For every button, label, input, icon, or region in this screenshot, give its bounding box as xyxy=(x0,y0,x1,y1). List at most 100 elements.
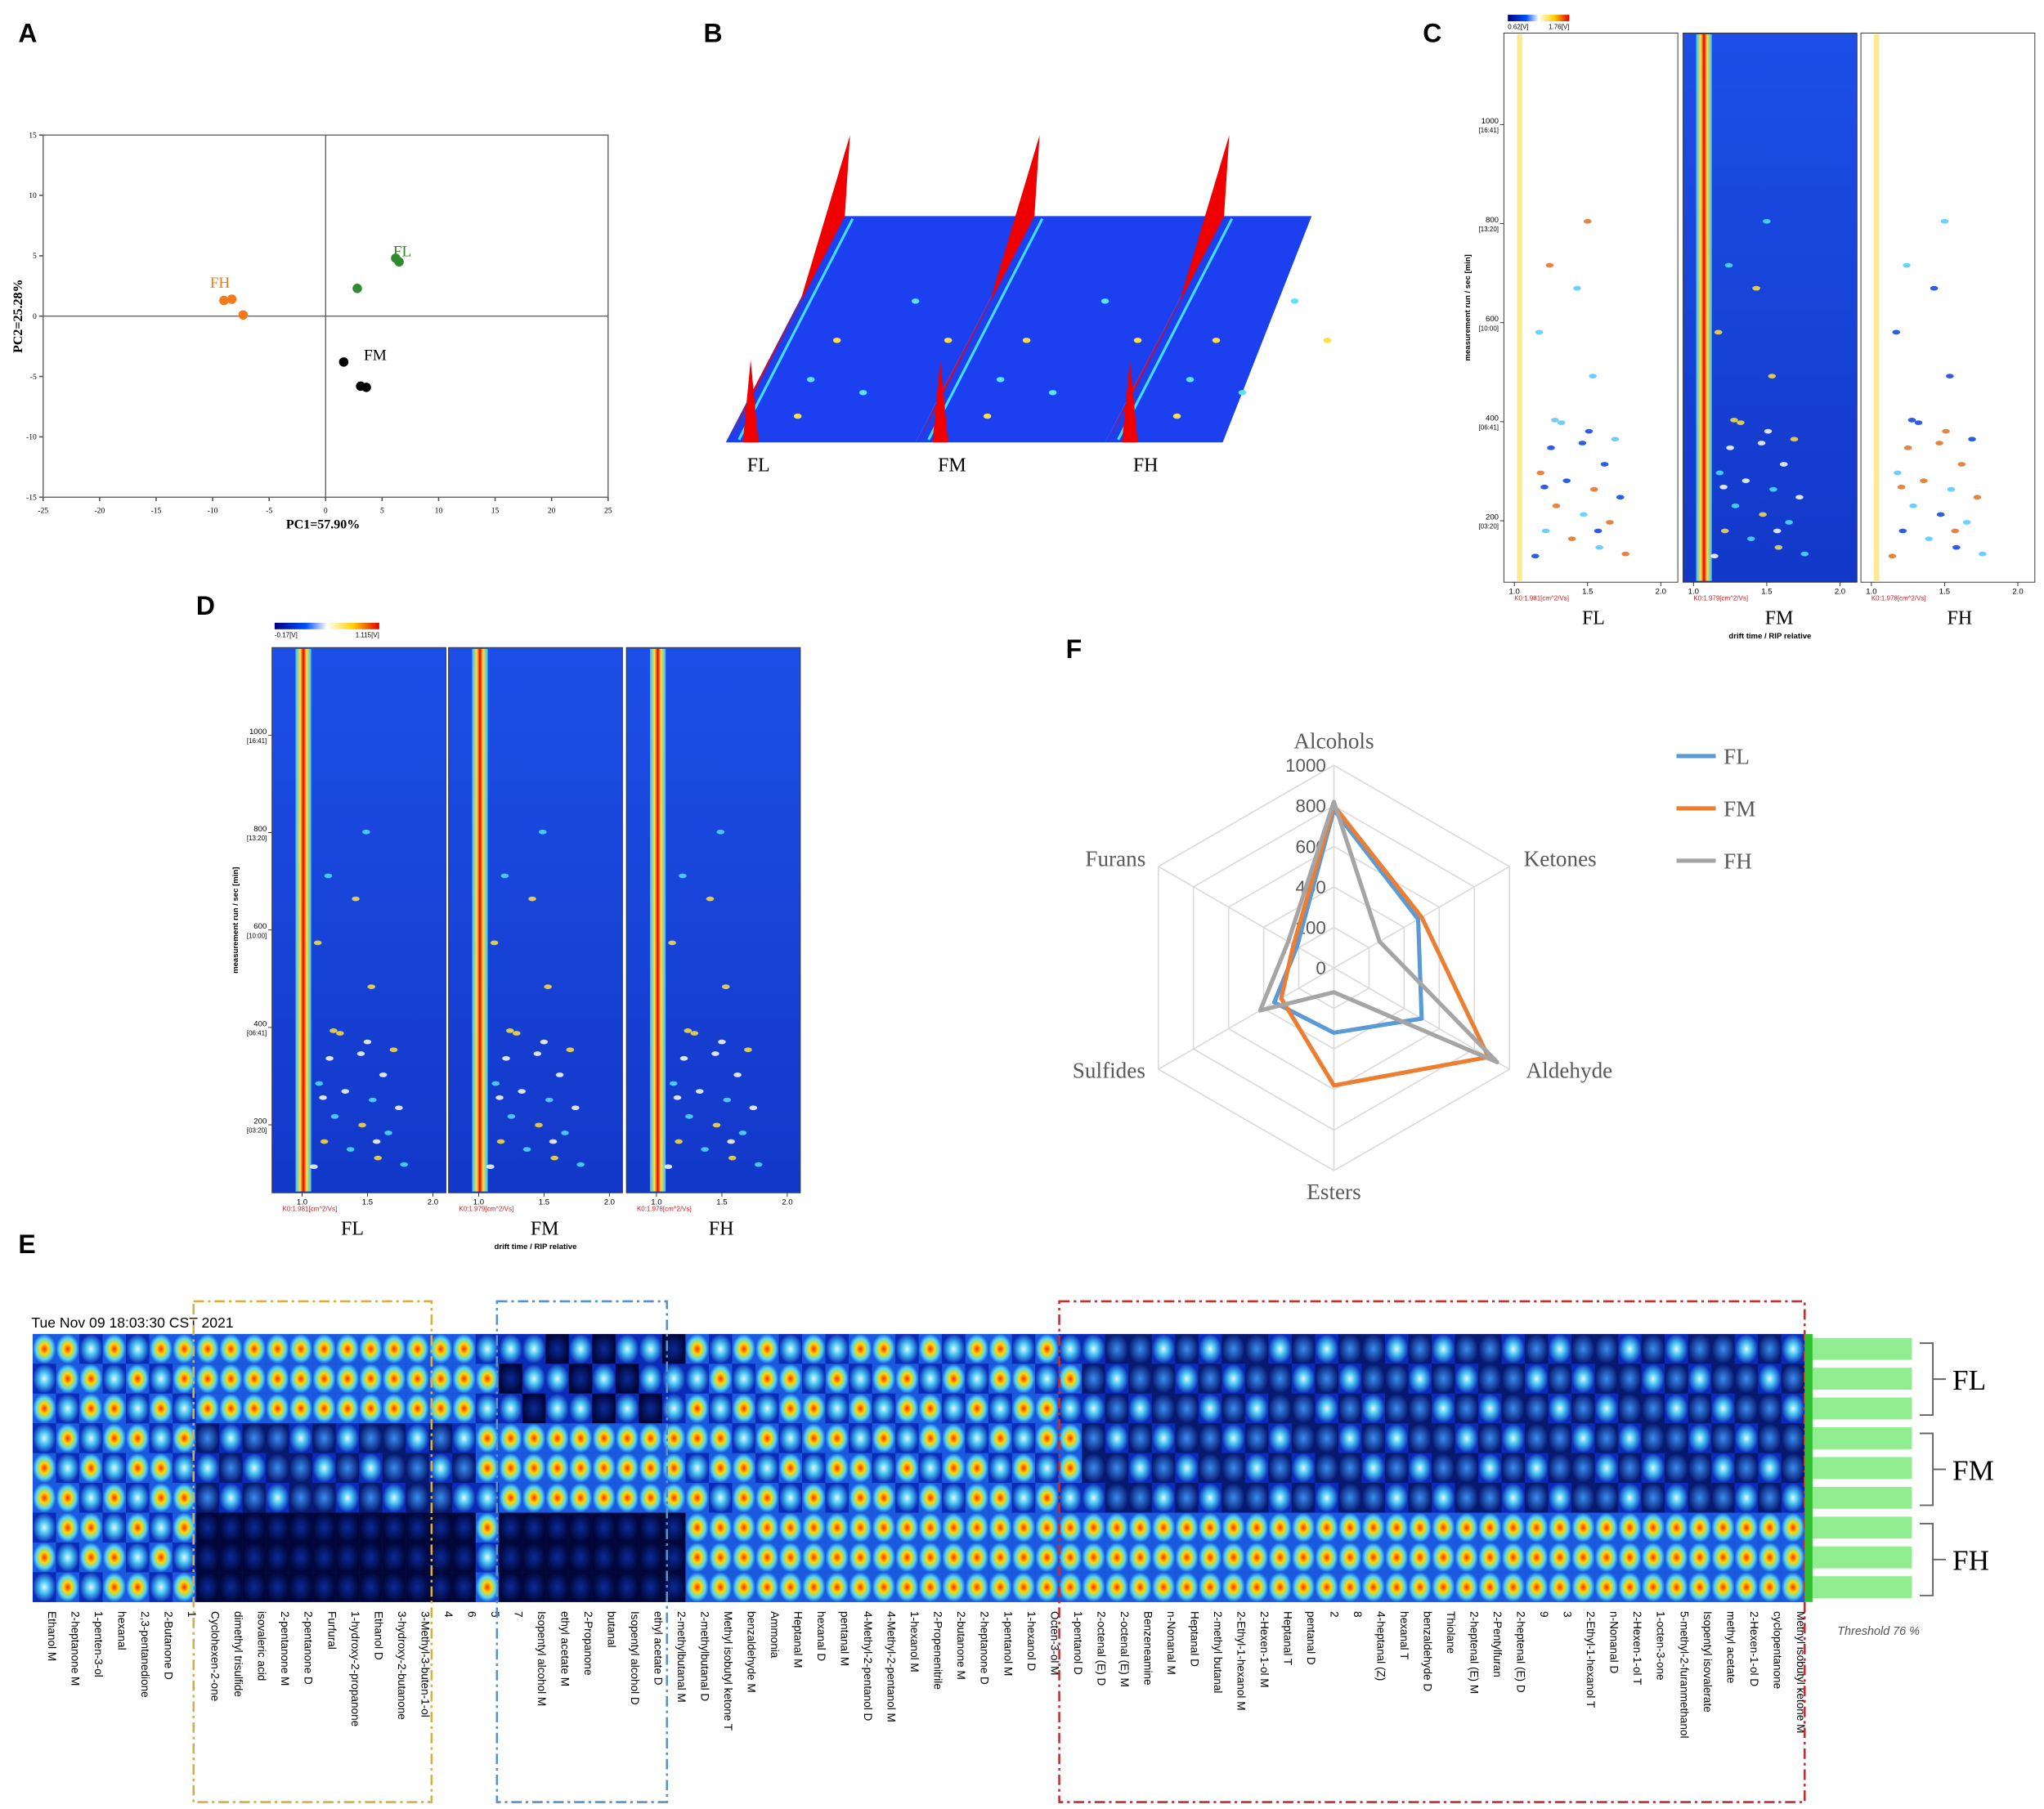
fingerprint-cell xyxy=(825,1363,849,1394)
signal-spot xyxy=(1616,495,1625,500)
compound-label: 2-Butanone D xyxy=(163,1611,175,1680)
fingerprint-cell xyxy=(825,1483,849,1513)
x-tick-label: -25 xyxy=(38,506,48,515)
fingerprint-cell xyxy=(1618,1483,1642,1513)
fingerprint-cell xyxy=(1478,1572,1502,1602)
fingerprint-cell xyxy=(1711,1333,1735,1364)
fingerprint-cell xyxy=(639,1572,662,1602)
signal-spot xyxy=(706,896,715,902)
fingerprint-cell xyxy=(1525,1512,1549,1543)
y-tick-time: [03:20] xyxy=(247,1127,267,1135)
fingerprint-cell xyxy=(32,1363,56,1394)
signal-spot xyxy=(544,984,552,989)
fingerprint-cell xyxy=(1384,1363,1409,1394)
fingerprint-cell xyxy=(1035,1542,1059,1573)
fingerprint-cell xyxy=(592,1393,616,1424)
fingerprint-cell xyxy=(1291,1483,1316,1513)
signal-spot xyxy=(512,1031,521,1036)
signal-spot xyxy=(1567,536,1576,542)
compound-label: 2-Ethyl-1-hexanol M xyxy=(1235,1611,1247,1711)
y-tick-label: 800 xyxy=(1486,216,1499,225)
fingerprint-cell xyxy=(895,1393,919,1424)
fingerprint-cell xyxy=(289,1363,313,1394)
fingerprint-cell xyxy=(615,1363,639,1394)
y-tick-time: [13:20] xyxy=(1479,226,1499,233)
signal-spot xyxy=(754,1162,763,1167)
fingerprint-cell xyxy=(592,1363,616,1394)
fingerprint-cell xyxy=(1455,1512,1479,1543)
fingerprint-cell xyxy=(1432,1512,1455,1543)
fingerprint-cell xyxy=(1058,1512,1083,1543)
fingerprint-cell xyxy=(359,1453,383,1484)
fingerprint-cell xyxy=(102,1363,127,1394)
compound-label: hexanal T xyxy=(1398,1611,1410,1659)
fingerprint-cell xyxy=(1221,1423,1245,1453)
fingerprint-cell xyxy=(872,1453,896,1484)
fingerprint-cell xyxy=(1198,1333,1222,1364)
fingerprint-cell xyxy=(56,1363,80,1394)
fingerprint-cell xyxy=(1035,1572,1059,1602)
fingerprint-cell xyxy=(1011,1333,1036,1364)
fingerprint-cell xyxy=(708,1512,733,1543)
fingerprint-cell xyxy=(568,1512,593,1543)
signal-spot xyxy=(1968,437,1976,442)
x-tick-label: 1.0 xyxy=(297,1198,307,1207)
signal-spot xyxy=(721,984,730,989)
fingerprint-cell xyxy=(312,1542,336,1573)
fingerprint-cell xyxy=(1758,1542,1782,1573)
compound-label: 5-methyl-2-furanmethanol xyxy=(1678,1611,1690,1738)
fingerprint-cell xyxy=(1198,1453,1222,1484)
signal-spot xyxy=(576,1162,585,1167)
y-tick-label: -10 xyxy=(26,433,37,442)
signal-spot xyxy=(1790,437,1799,442)
compound-label: Methyl isobutyl ketone M xyxy=(1795,1611,1807,1733)
fingerprint-cell xyxy=(1781,1423,1805,1453)
signal-spot xyxy=(319,1095,327,1100)
fingerprint-cell xyxy=(965,1393,989,1424)
fingerprint-cell xyxy=(1151,1483,1176,1513)
fingerprint-cell xyxy=(942,1393,966,1424)
fingerprint-cell xyxy=(1268,1542,1292,1573)
panel-letter: E xyxy=(18,1229,35,1259)
x-tick-label: 15 xyxy=(491,506,500,515)
fingerprint-cell xyxy=(79,1363,103,1394)
signal-spot xyxy=(1737,420,1745,425)
fingerprint-cell xyxy=(1338,1363,1362,1394)
fingerprint-cell xyxy=(778,1512,803,1543)
x-tick-label: -5 xyxy=(266,506,272,515)
fingerprint-cell xyxy=(732,1333,756,1364)
signal-spot xyxy=(352,896,360,902)
highlight-box xyxy=(192,1300,433,1803)
sample-label: FM xyxy=(1765,607,1794,629)
x-tick-label: 25 xyxy=(604,506,612,515)
fingerprint-cell xyxy=(802,1363,826,1394)
fingerprint-cell xyxy=(732,1572,756,1602)
fingerprint-cell xyxy=(522,1483,546,1513)
fingerprint-cell xyxy=(56,1483,80,1513)
highlight-box xyxy=(1058,1300,1806,1803)
y-tick-label: -5 xyxy=(30,373,37,382)
fingerprint-cell xyxy=(32,1333,56,1364)
fingerprint-cell xyxy=(1501,1333,1526,1364)
group-label: FH xyxy=(1952,1545,1989,1577)
fingerprint-cell xyxy=(499,1333,522,1364)
fingerprint-cell xyxy=(895,1423,919,1453)
fingerprint-cell xyxy=(1455,1423,1479,1453)
fingerprint-cell xyxy=(872,1572,896,1602)
radar-line xyxy=(1271,808,1424,1035)
rip-edge xyxy=(737,217,854,441)
fingerprint-cell xyxy=(1408,1572,1432,1602)
signal-spot xyxy=(372,1139,381,1144)
signal-spot xyxy=(1720,528,1729,534)
fingerprint-cell xyxy=(452,1512,476,1543)
fingerprint-cell xyxy=(1571,1453,1595,1484)
x-tick-label: 1.0 xyxy=(473,1198,484,1207)
data-point xyxy=(394,257,404,267)
signal-spot xyxy=(1914,420,1923,425)
signal-spot xyxy=(1621,551,1629,557)
fingerprint-cell xyxy=(708,1453,733,1484)
fingerprint-cell xyxy=(732,1542,756,1573)
peak-spot xyxy=(1100,298,1109,304)
fingerprint-cell xyxy=(266,1483,289,1513)
fingerprint-cell xyxy=(242,1333,267,1364)
